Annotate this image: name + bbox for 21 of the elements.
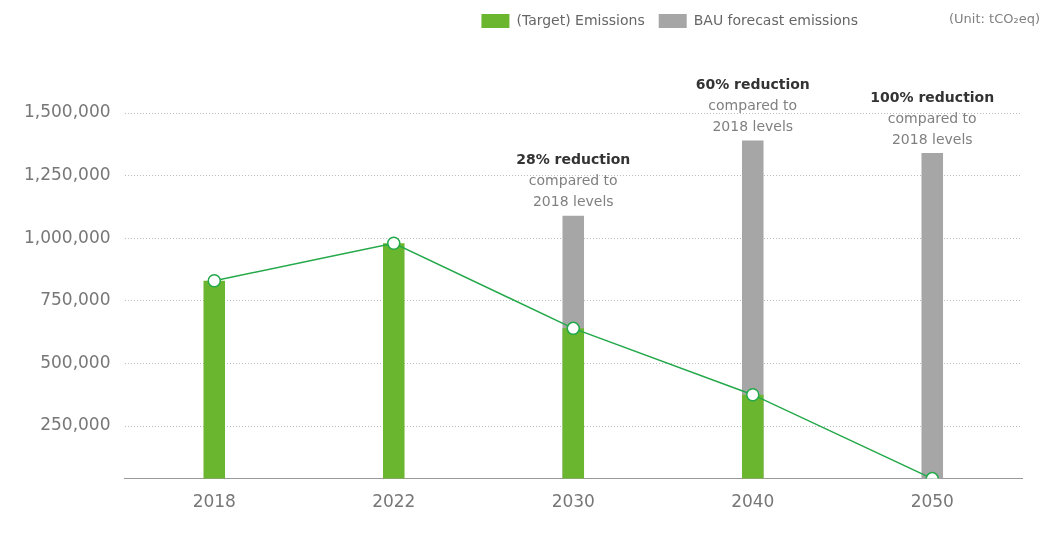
point bbox=[207, 274, 222, 288]
y-tick-label: 1,250,000 bbox=[23, 164, 111, 185]
point bbox=[566, 321, 581, 336]
y-tick-label: 250,000 bbox=[40, 414, 111, 435]
x-tick-label: 2050 bbox=[910, 491, 954, 512]
legend-label: (Target) Emissions bbox=[516, 11, 645, 28]
legend-label: BAU forecast emissions bbox=[693, 11, 858, 28]
x-tick-label: 2030 bbox=[551, 491, 595, 512]
y-tick-label: 1,000,000 bbox=[23, 226, 111, 247]
x-tick-label: 2040 bbox=[731, 491, 775, 512]
y-tick-label: 1,500,000 bbox=[23, 101, 111, 122]
point bbox=[746, 387, 760, 402]
annotation: 60% reduction compared to 2018 levels bbox=[695, 76, 810, 135]
annotation: 100% reduction compared to 2018 levels bbox=[870, 88, 995, 147]
point bbox=[387, 236, 401, 250]
x-tick-label: 2022 bbox=[372, 491, 416, 512]
text: (Unit: tCO₂eq) bbox=[949, 11, 1040, 27]
annotation: 28% reduction compared to 2018 levels bbox=[516, 151, 631, 210]
y-tick-label: 500,000 bbox=[40, 351, 111, 372]
y-tick-label: 750,000 bbox=[40, 289, 111, 310]
x-tick-label: 2018 bbox=[192, 491, 236, 512]
